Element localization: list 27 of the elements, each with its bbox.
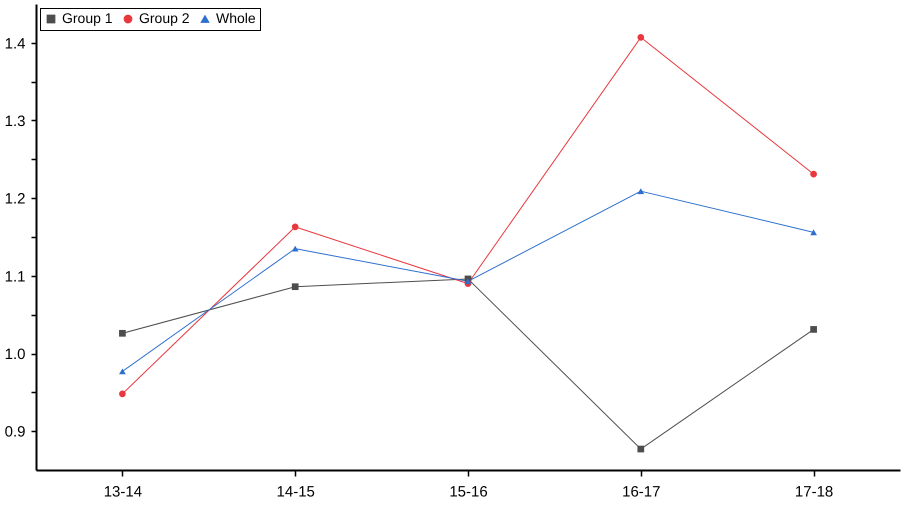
legend-label: Group 1 bbox=[62, 10, 113, 26]
x-tick-label: 15-16 bbox=[449, 484, 488, 500]
point bbox=[637, 34, 644, 41]
point bbox=[810, 170, 817, 178]
point bbox=[464, 278, 472, 284]
point bbox=[292, 224, 299, 230]
y-tick-label: 0.9 bbox=[4, 424, 26, 441]
y-tick-label: 1.3 bbox=[4, 113, 26, 130]
point bbox=[119, 330, 126, 337]
y-tick-label: 1.0 bbox=[4, 346, 26, 363]
legend-label: Group 2 bbox=[139, 10, 190, 26]
point bbox=[119, 390, 126, 398]
x-tick-label: 13-14 bbox=[104, 484, 142, 500]
point bbox=[292, 246, 299, 252]
point bbox=[292, 283, 299, 290]
x-tick-label: 17-18 bbox=[794, 484, 834, 500]
point bbox=[637, 188, 644, 194]
point bbox=[637, 446, 644, 452]
point bbox=[119, 368, 126, 374]
y-tick-label: 1.2 bbox=[4, 190, 26, 208]
point bbox=[810, 229, 817, 236]
point bbox=[810, 326, 817, 333]
y-tick-label: 1.1 bbox=[4, 268, 26, 286]
x-tick-label: 16-17 bbox=[622, 484, 660, 500]
x-tick-label: 14-15 bbox=[276, 484, 315, 500]
y-tick-label: 1.4 bbox=[4, 35, 26, 52]
legend-label: Whole bbox=[216, 10, 256, 26]
